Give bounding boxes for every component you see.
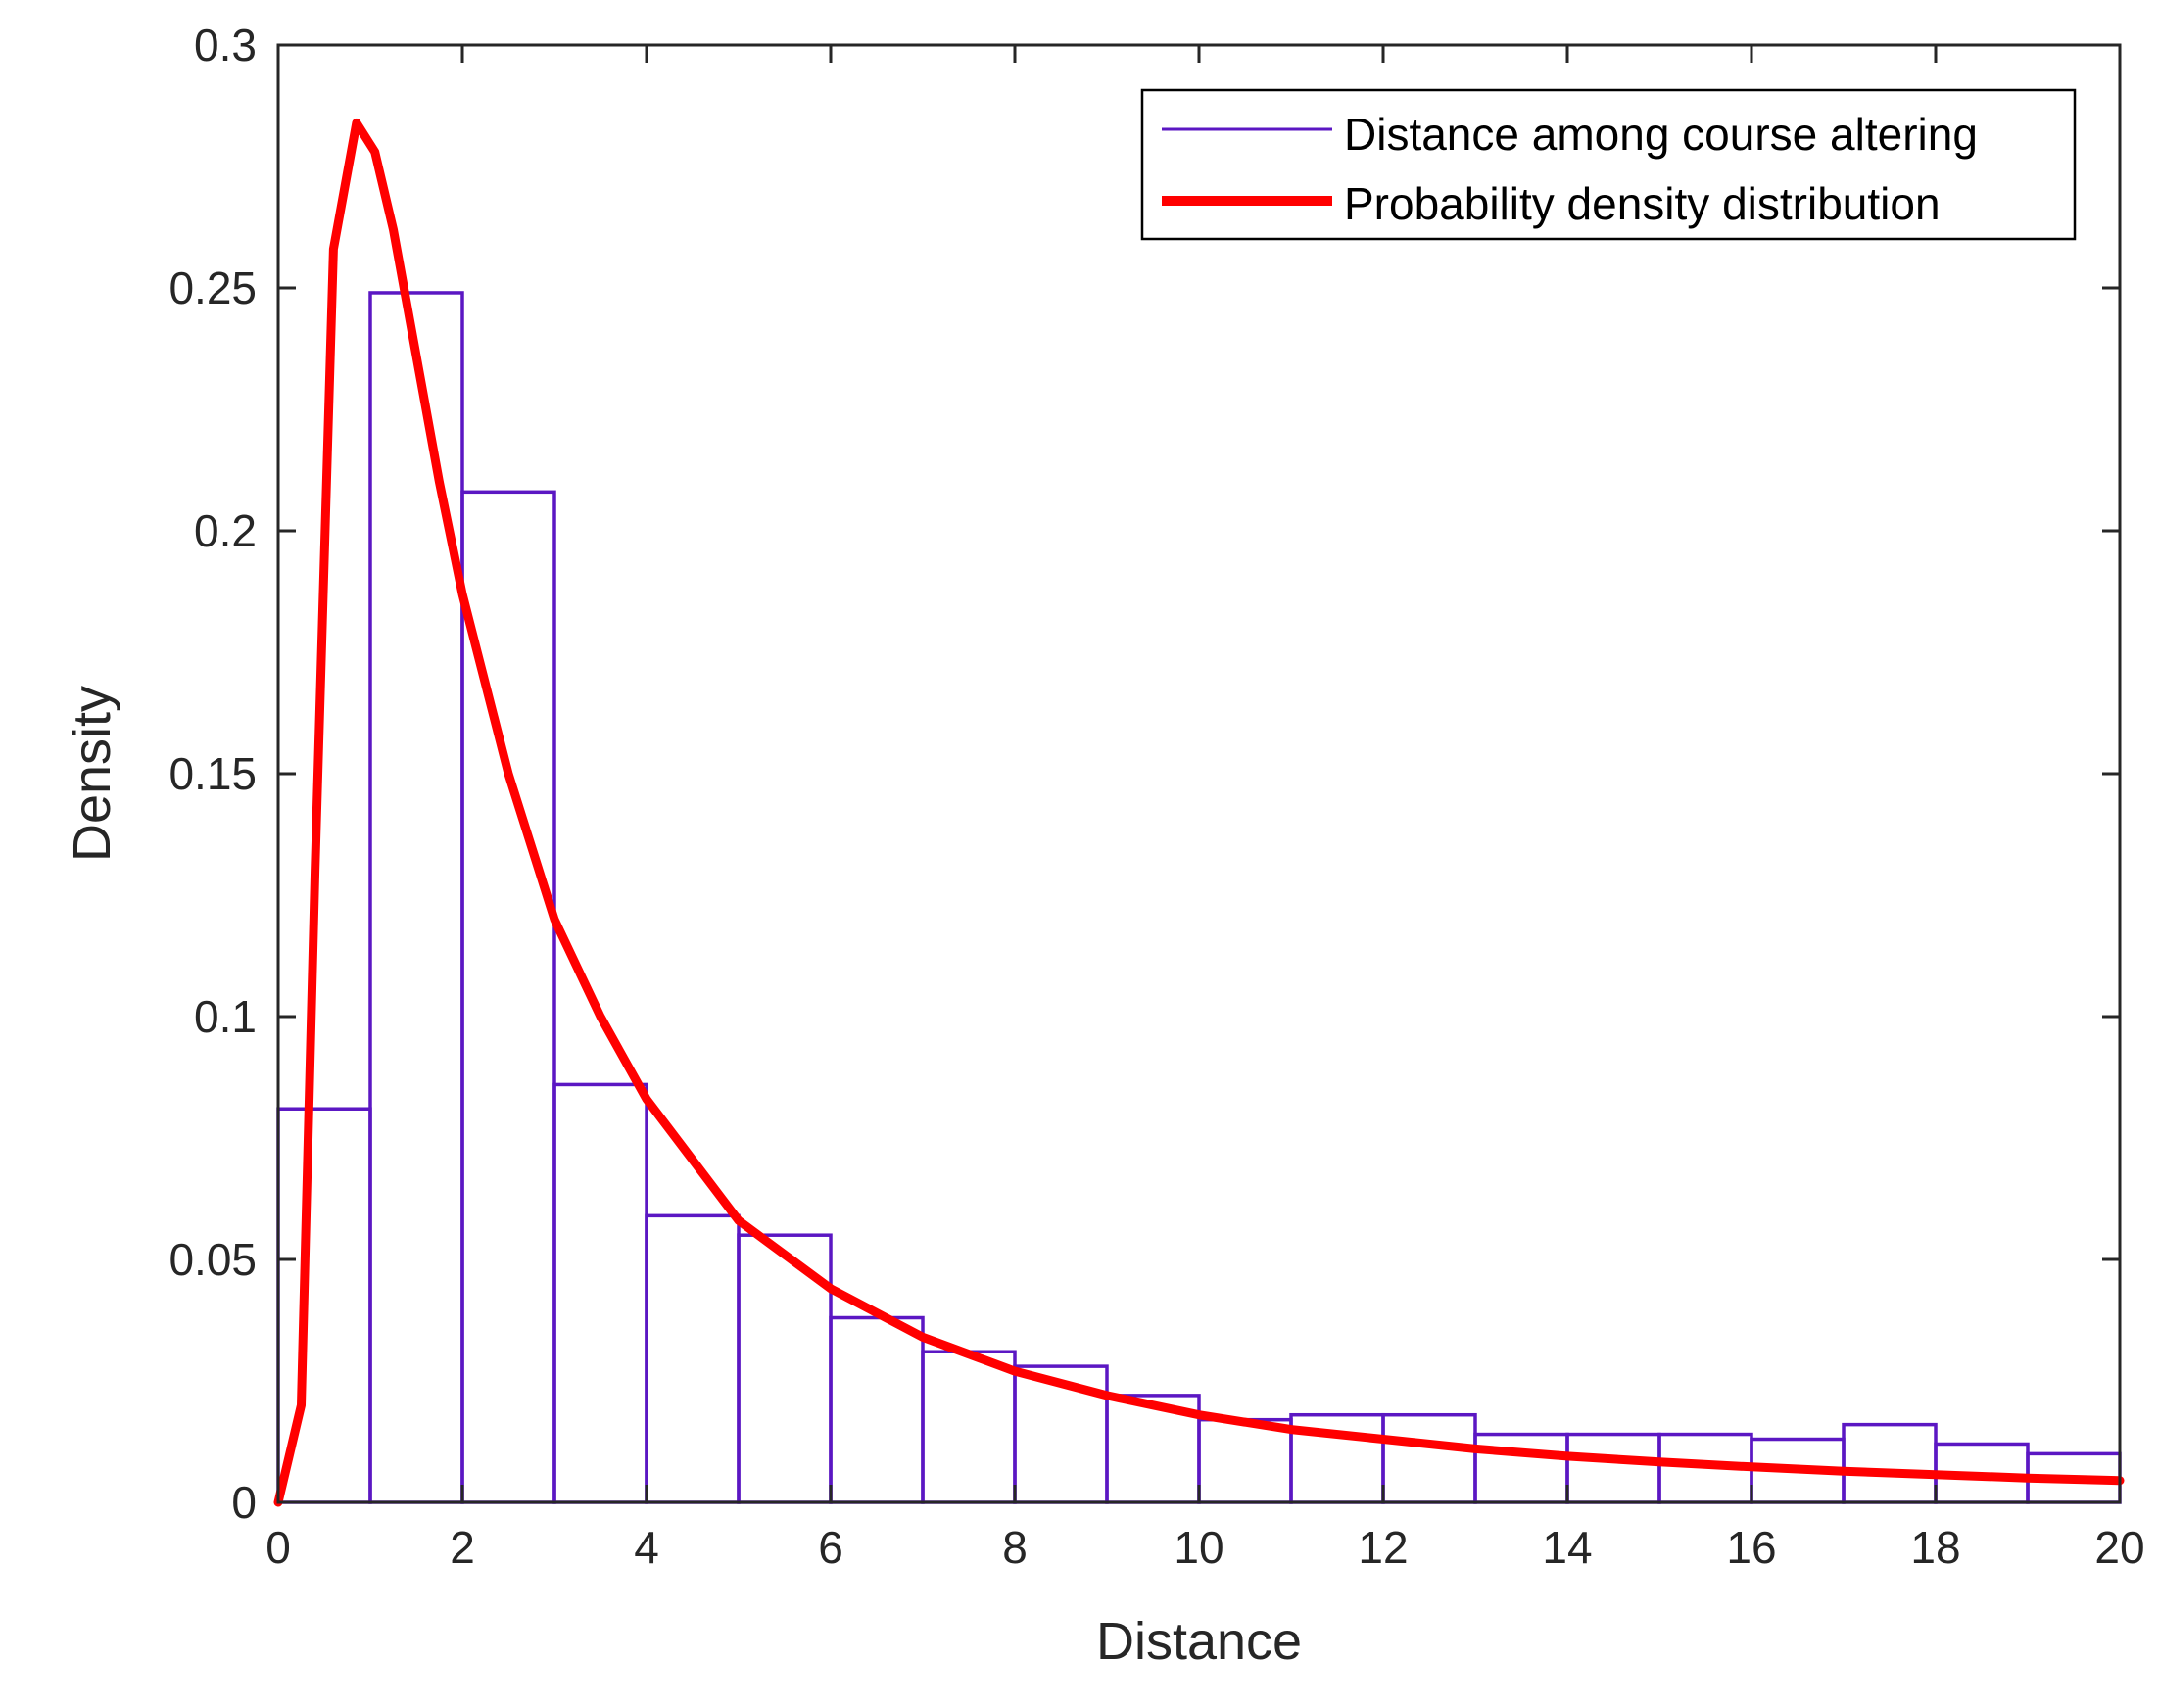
histogram-bar-17 xyxy=(1842,1422,1938,1504)
legend-label-curve: Probability density distribution xyxy=(1344,178,1941,229)
x-tick-label-6: 12 xyxy=(1358,1522,1408,1573)
y-tick-label-2: 0.1 xyxy=(194,991,257,1042)
y-axis-title: Density xyxy=(63,686,121,862)
x-tick-label-3: 6 xyxy=(818,1522,843,1573)
pdf-curve-layer xyxy=(273,118,2125,1507)
y-tick-label-1: 0.05 xyxy=(168,1234,257,1285)
axis-ticks: 0 2 4 6 8 10 12 14 16 18 20 0 0.05 0.1 0.15 0.2 0.25 0.3 xyxy=(168,20,2144,1573)
x-axis-title: Distance xyxy=(1096,1612,1302,1671)
y-tick-label-6: 0.3 xyxy=(194,20,257,71)
y-tick-label-0: 0 xyxy=(231,1477,257,1528)
histogram-bar-12 xyxy=(1381,1412,1477,1504)
x-tick-label-7: 14 xyxy=(1542,1522,1592,1573)
x-tick-label-8: 16 xyxy=(1726,1522,1776,1573)
histogram-bar-3 xyxy=(552,1082,648,1504)
histogram-bar-13 xyxy=(1473,1432,1569,1504)
legend-box xyxy=(1140,88,2077,241)
x-tick-label-2: 4 xyxy=(634,1522,659,1573)
x-tick-label-4: 8 xyxy=(1002,1522,1028,1573)
histogram-bar-6 xyxy=(829,1315,925,1504)
y-tick-label-5: 0.25 xyxy=(168,262,257,313)
histogram-bar-1 xyxy=(368,291,464,1504)
histogram-bar-10 xyxy=(1197,1417,1293,1504)
histogram-bar-14 xyxy=(1565,1432,1661,1504)
histogram-bar-7 xyxy=(921,1350,1017,1504)
x-tick-label-5: 10 xyxy=(1174,1522,1223,1573)
x-tick-label-0: 0 xyxy=(265,1522,291,1573)
histogram-bars xyxy=(276,291,2122,1504)
y-tick-label-3: 0.15 xyxy=(168,748,257,799)
x-tick-label-10: 20 xyxy=(2094,1522,2144,1573)
x-tick-label-1: 2 xyxy=(450,1522,475,1573)
x-tick-label-9: 18 xyxy=(1910,1522,1960,1573)
histogram-bar-4 xyxy=(645,1213,741,1504)
legend-label-histogram: Distance among course altering xyxy=(1344,109,1978,160)
pdf-curve xyxy=(273,118,2125,1507)
legend: Distance among course altering Probabili… xyxy=(1140,88,2077,241)
y-tick-label-4: 0.2 xyxy=(194,505,257,556)
